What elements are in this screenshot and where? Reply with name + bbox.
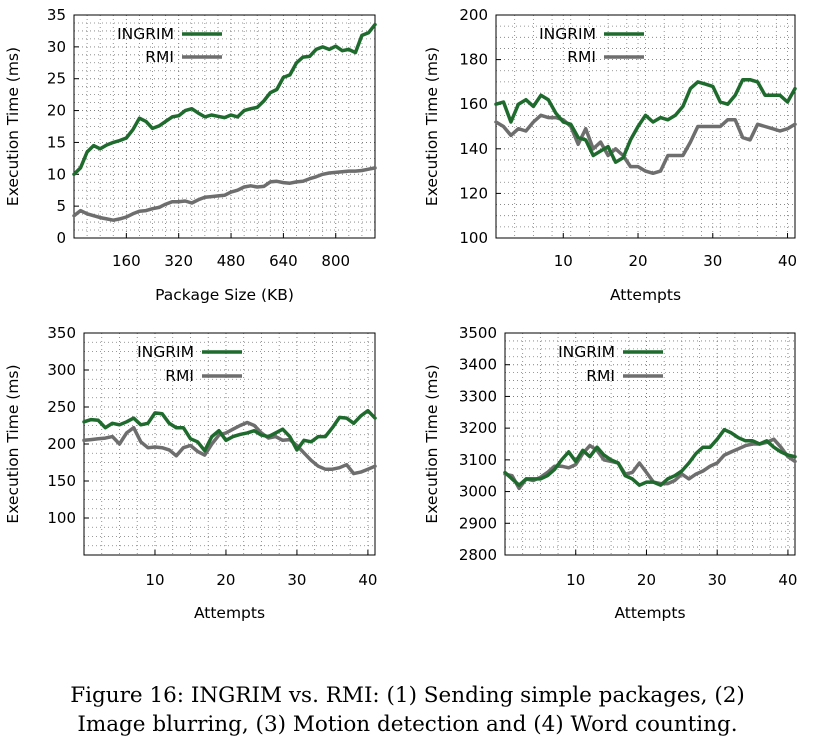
y-tick-label: 200 [47,435,76,453]
legend-label-ingrim: INGRIM [137,343,194,361]
y-tick-label: 100 [47,509,76,527]
figure-caption: Figure 16: INGRIM vs. RMI: (1) Sending s… [0,681,815,739]
y-axis-label: Execution Time (ms) [4,364,22,523]
y-axis-label: Execution Time (ms) [423,47,441,206]
series-line-ingrim [72,22,377,177]
y-tick-label: 160 [459,95,488,113]
legend-label-rmi: RMI [586,367,615,385]
y-tick-label: 300 [47,361,76,379]
y-axis-label: Execution Time (ms) [423,364,441,523]
x-tick-label: 640 [269,252,298,270]
caption-line-1: Figure 16: INGRIM vs. RMI: (1) Sending s… [70,683,745,708]
x-tick-label: 800 [321,252,350,270]
x-tick-label: 20 [216,571,235,589]
chart-1: 160 320 480 640 800 0 5 10 15 20 25 30 35 Package Siz… [4,6,377,304]
legend-label-ingrim: INGRIM [117,25,174,43]
chart-4: 10 20 30 40 2800 2900 3000 3100 3200 3300 3400 3500… [423,324,797,622]
x-axis-label: Attempts [614,604,685,622]
plot-frame [73,14,376,239]
legend-label-rmi: RMI [145,48,174,66]
x-axis-label: Attempts [194,604,265,622]
y-tick-label: 200 [459,6,488,24]
plot-frame [504,332,796,556]
y-tick-label: 30 [47,38,66,56]
chart-3: 10 20 30 40 100 150 200 250 300 350 Attempts Execut… [4,324,377,622]
y-tick-label: 140 [459,140,488,158]
x-tick-label: 10 [145,571,164,589]
legend: INGRIM RMI [117,25,222,66]
y-axis-label: Execution Time (ms) [4,47,22,206]
x-tick-label: 160 [112,252,141,270]
y-tick-label: 250 [47,398,76,416]
x-axis-label: Package Size (KB) [155,286,294,304]
y-tick-label: 3300 [459,387,497,405]
y-tick-label: 3200 [459,419,497,437]
x-tick-label: 40 [358,571,377,589]
y-tick-label: 3100 [459,451,497,469]
x-tick-label: 20 [628,252,647,270]
series-line-rmi [494,113,797,176]
y-tick-label: 180 [459,51,488,69]
plot-frame [495,14,796,239]
grid [495,14,796,239]
x-tick-label: 30 [703,252,722,270]
series-line-rmi [82,420,377,476]
y-tick-label: 3500 [459,324,497,342]
x-tick-label: 320 [164,252,193,270]
legend-label-rmi: RMI [567,48,596,66]
x-tick-label: 20 [637,571,656,589]
plot-frame [83,332,376,556]
legend-label-ingrim: INGRIM [558,343,615,361]
x-tick-label: 30 [708,571,727,589]
y-tick-label: 10 [47,165,66,183]
series-line-rmi [72,166,377,222]
series-line-ingrim [82,408,377,453]
series-line-ingrim [494,77,797,164]
series-line-rmi [503,437,797,491]
x-tick-label: 10 [554,252,573,270]
series-line-ingrim [503,427,797,487]
y-tick-label: 5 [56,197,66,215]
x-tick-label: 10 [566,571,585,589]
caption-line-2: Image blurring, (3) Motion detection and… [77,712,738,737]
legend-label-ingrim: INGRIM [539,25,596,43]
x-tick-label: 30 [287,571,306,589]
x-tick-label: 480 [217,252,246,270]
y-tick-label: 15 [47,133,66,151]
y-tick-label: 150 [47,472,76,490]
y-tick-label: 3400 [459,356,497,374]
x-tick-label: 40 [778,571,797,589]
legend: INGRIM RMI [558,343,663,385]
chart-2: 10 20 30 40 100 120 140 160 180 200 Attempts Execut… [423,6,797,304]
x-axis-label: Attempts [610,286,681,304]
y-tick-label: 0 [56,229,66,247]
y-tick-label: 350 [47,324,76,342]
x-tick-label: 40 [778,252,797,270]
y-tick-label: 35 [47,6,66,24]
legend: INGRIM RMI [137,343,242,385]
y-tick-label: 120 [459,184,488,202]
grid [83,332,375,556]
y-tick-label: 20 [47,102,66,120]
y-tick-label: 25 [47,70,66,88]
y-tick-label: 2800 [459,546,497,564]
y-tick-label: 2900 [459,514,497,532]
legend: INGRIM RMI [539,25,644,66]
y-tick-label: 3000 [459,483,497,501]
y-tick-label: 100 [459,229,488,247]
legend-label-rmi: RMI [165,367,194,385]
